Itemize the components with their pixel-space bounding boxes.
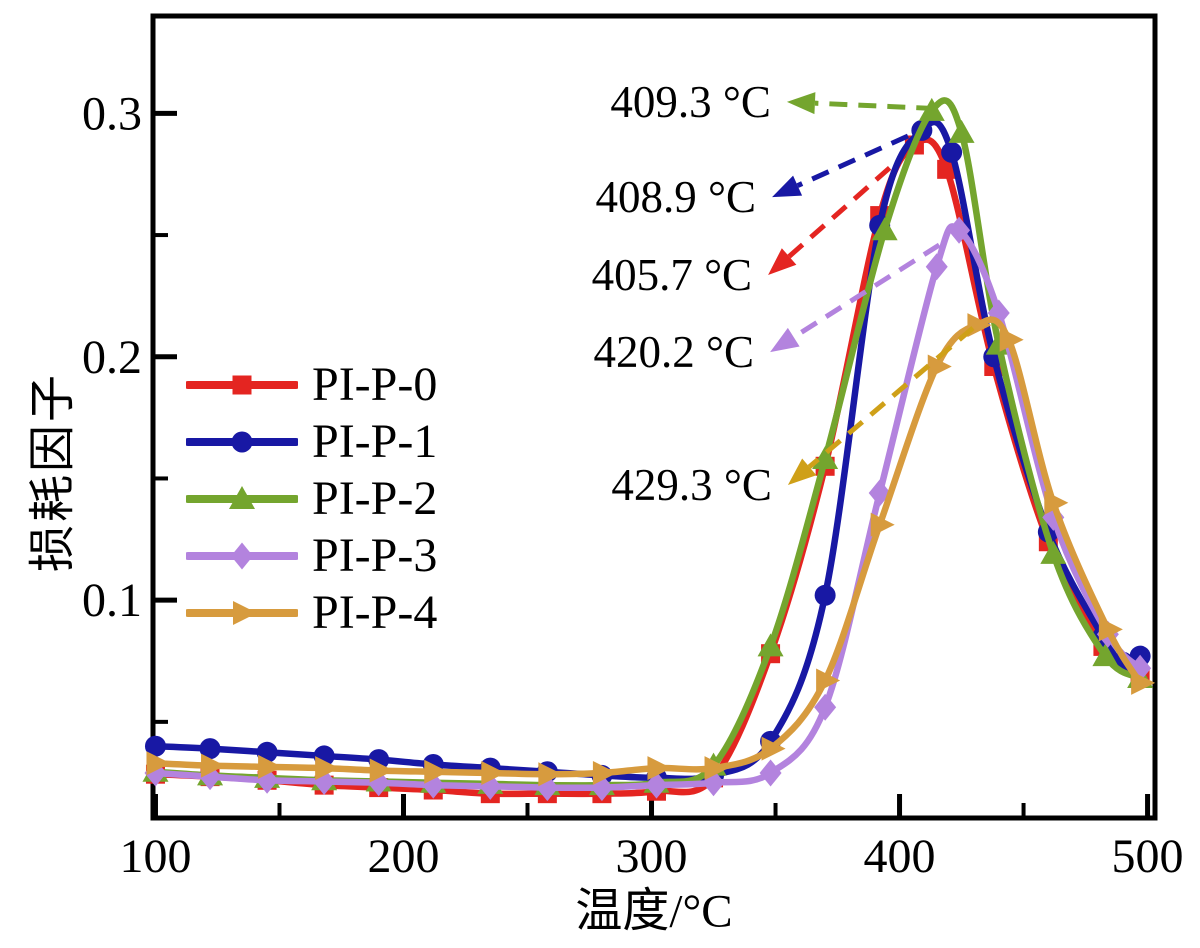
marker-circle [144, 735, 166, 757]
y-tick-label: 0.1 [82, 574, 142, 627]
marker-triangle-right [816, 668, 841, 693]
marker-triangle-right [927, 354, 952, 379]
x-tick-label: 500 [1112, 830, 1184, 883]
annotation-label: 429.3 °C [611, 460, 772, 510]
legend-item-pi-p-1: PI-P-1 [184, 413, 438, 470]
annotation-arrowhead [770, 327, 800, 353]
marker-triangle-right [870, 512, 895, 537]
marker-triangle-right [538, 762, 563, 787]
annotation-arrowhead [772, 175, 803, 198]
legend-line-marker-swatch [184, 482, 300, 516]
legend-item-pi-p-3: PI-P-3 [184, 527, 438, 584]
marker-diamond [948, 216, 971, 244]
marker-circle [814, 584, 836, 606]
legend-label: PI-P-2 [312, 472, 438, 525]
legend-label: PI-P-1 [312, 415, 438, 468]
marker-triangle-up [1040, 540, 1067, 564]
marker-triangle-right [1131, 670, 1156, 695]
marker-triangle-up [871, 217, 898, 241]
marker-diamond [231, 542, 253, 569]
marker-triangle-right [146, 751, 171, 776]
marker-diamond [925, 253, 948, 281]
marker-triangle-up [812, 445, 839, 469]
marker-circle [231, 431, 253, 452]
legend: PI-P-0 PI-P-1 PI-P-2 PI-P-3 PI-P-4 [184, 356, 438, 641]
legend-item-pi-p-4: PI-P-4 [184, 584, 438, 641]
legend-line-marker-swatch [184, 596, 300, 630]
marker-triangle-right [369, 758, 394, 783]
marker-triangle-up [229, 485, 255, 509]
legend-swatch-svg [184, 431, 300, 452]
x-tick-label: 300 [616, 830, 688, 883]
y-axis-title: 损耗因子 [27, 372, 80, 572]
marker-triangle-right [704, 756, 729, 781]
legend-swatch-svg [184, 485, 300, 509]
y-tick-label: 0.2 [82, 331, 142, 384]
legend-label: PI-P-3 [312, 529, 438, 582]
marker-triangle-right [201, 753, 226, 778]
marker-square [937, 159, 957, 179]
legend-line-marker-swatch [184, 368, 300, 402]
legend-label: PI-P-0 [312, 358, 438, 411]
legend-swatch-svg [184, 600, 300, 625]
x-tick-label: 400 [864, 830, 936, 883]
marker-diamond [814, 693, 837, 721]
legend-item-pi-p-0: PI-P-0 [184, 356, 438, 413]
marker-triangle-right [999, 327, 1024, 352]
marker-circle [199, 738, 221, 760]
legend-label: PI-P-4 [312, 586, 438, 639]
marker-triangle-right [1044, 490, 1069, 515]
legend-item-pi-p-2: PI-P-2 [184, 470, 438, 527]
annotation-arrowhead [787, 458, 817, 486]
series-line-PI-P-4 [152, 316, 1144, 778]
marker-circle [941, 141, 963, 163]
annotation-arrowhead [786, 92, 816, 115]
marker-triangle-right [258, 754, 283, 779]
annotation-arrowhead [768, 248, 797, 275]
marker-triangle-right [315, 756, 340, 781]
annotation-label: 420.2 °C [594, 327, 755, 377]
marker-triangle-up [1092, 643, 1119, 667]
marker-triangle-right [481, 760, 506, 785]
marker-triangle-up [948, 119, 975, 143]
legend-swatch-svg [184, 375, 300, 394]
annotation-arrow-line [787, 166, 892, 259]
annotation-arrow-line [807, 326, 975, 469]
legend-line-marker-swatch [184, 425, 300, 459]
marker-diamond [645, 771, 668, 799]
x-tick-label: 200 [368, 830, 440, 883]
annotation-label: 408.9 °C [596, 172, 757, 222]
marker-triangle-up [757, 633, 784, 657]
marker-triangle-right [233, 600, 257, 625]
y-tick-label: 0.3 [82, 87, 142, 140]
marker-triangle-right [761, 736, 786, 761]
marker-triangle-right [424, 759, 449, 784]
legend-line-marker-swatch [184, 539, 300, 573]
annotation-label: 409.3 °C [610, 77, 771, 127]
annotation-arrow-line [796, 133, 909, 188]
marker-square [232, 375, 252, 394]
x-tick-label: 100 [119, 830, 191, 883]
legend-swatch-svg [184, 542, 300, 569]
marker-diamond [759, 759, 782, 787]
marker-triangle-right [592, 760, 617, 785]
marker-triangle-right [967, 313, 992, 338]
annotation-label: 405.7 °C [592, 250, 753, 300]
marker-triangle-right [647, 756, 672, 781]
x-axis-title: 温度/°C [575, 885, 733, 938]
annotation-arrow-line [814, 100, 935, 111]
marker-triangle-right [1098, 617, 1123, 642]
plot-border [150, 13, 1158, 821]
